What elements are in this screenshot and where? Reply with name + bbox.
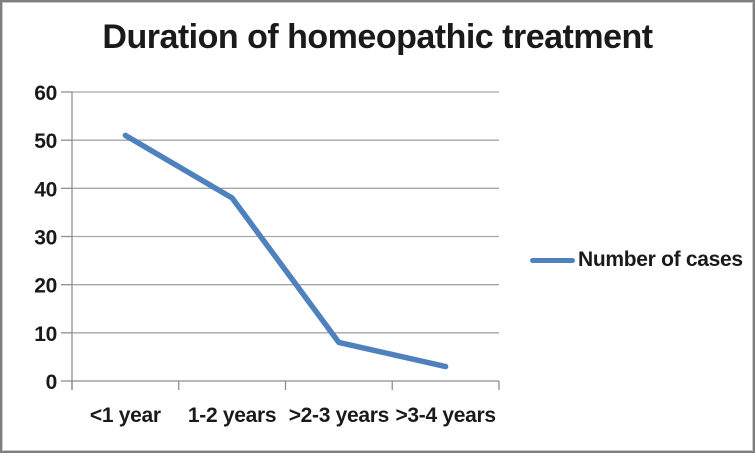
y-axis-tick-label: 10 bbox=[34, 323, 57, 346]
legend-line-swatch bbox=[530, 257, 575, 263]
chart-title: Duration of homeopathic treatment bbox=[102, 18, 653, 56]
data-line bbox=[122, 132, 449, 370]
legend-label: Number of cases bbox=[578, 248, 743, 271]
y-axis-tick-label: 40 bbox=[34, 178, 57, 201]
x-axis-tick-label: 1-2 years bbox=[188, 404, 276, 427]
x-axis-tick-label: <1 year bbox=[90, 404, 161, 427]
y-axis-tick-label: 30 bbox=[34, 227, 57, 250]
y-axis-tick-label: 0 bbox=[46, 371, 57, 394]
x-axis-tick-label: >3-4 years bbox=[395, 404, 495, 427]
y-axis-tick-label: 20 bbox=[34, 275, 57, 298]
legend: Number of cases bbox=[530, 248, 743, 272]
x-axis-tick-label: >2-3 years bbox=[289, 404, 389, 427]
y-axis-tick-label: 60 bbox=[34, 82, 57, 105]
y-axis-tick-label: 50 bbox=[34, 130, 57, 153]
